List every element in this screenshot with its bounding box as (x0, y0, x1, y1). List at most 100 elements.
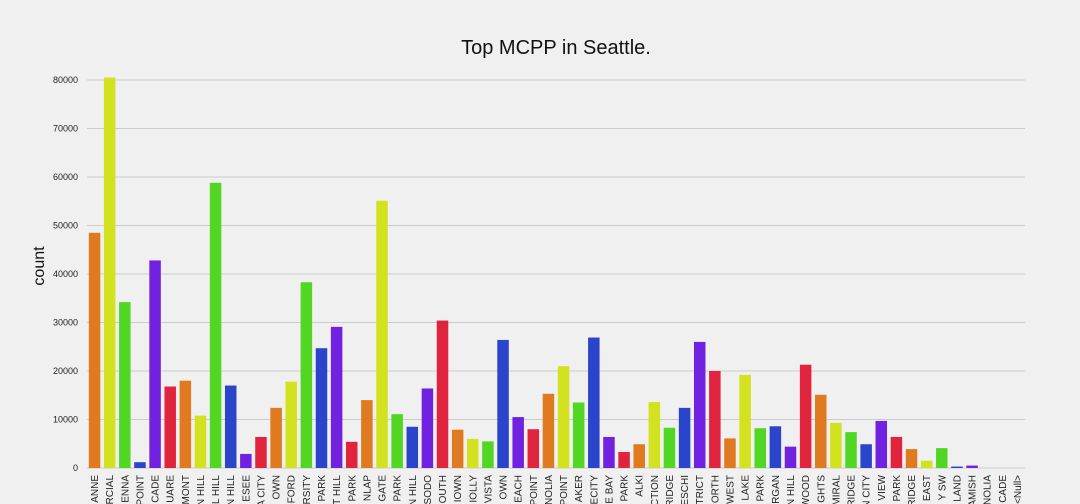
bar (633, 444, 645, 468)
x-tick-label: VIEW (877, 474, 888, 500)
y-axis-label: count (31, 246, 48, 286)
bar (240, 453, 252, 468)
bar (815, 394, 827, 468)
bar (799, 364, 812, 468)
x-tick-label: PARK (756, 475, 767, 502)
x-tick-label: ORTH (710, 475, 721, 503)
x-tick-label: WEST (725, 475, 736, 504)
x-tick-label: RIDGE (907, 475, 918, 504)
x-tick-label: RIDGE (847, 475, 858, 504)
bar (588, 337, 600, 468)
x-tick-label: LAKE (741, 475, 752, 501)
x-tick-label: POINT (559, 475, 570, 504)
bar (890, 436, 903, 468)
bar (557, 366, 570, 468)
bar (936, 448, 948, 468)
bar (603, 436, 615, 468)
x-tick-label: FORD (287, 475, 298, 503)
x-tick-label: RSITY (302, 475, 313, 504)
bar (134, 462, 146, 468)
x-tick-label: RGAN (771, 475, 782, 504)
x-tick-label: ESCHI (680, 475, 691, 504)
x-tick-label: IOWN (453, 475, 464, 502)
bar (830, 422, 842, 468)
bar (966, 465, 978, 468)
x-tick-label: GATE (378, 475, 389, 502)
bar (845, 432, 857, 468)
x-tick-label: AKER (574, 475, 585, 502)
bars (88, 77, 978, 468)
bar (951, 466, 963, 468)
x-tick-label: LAND (952, 475, 963, 502)
x-tick-label: CTION (650, 475, 661, 504)
x-tick-label: Y SW (937, 474, 948, 500)
bar (709, 371, 721, 468)
x-tick-label: CADE (151, 475, 162, 503)
bar (467, 438, 479, 468)
bar (391, 414, 403, 468)
x-tick-label: IOLLY (468, 475, 479, 503)
bar (678, 407, 691, 468)
bar (330, 326, 343, 468)
x-tick-label: UARE (166, 475, 177, 503)
bar (164, 386, 176, 468)
x-tick-label: ECITY (589, 475, 600, 504)
x-tick-label: ENNA (120, 475, 131, 503)
x-tick-label: ANNE (90, 475, 101, 503)
bar (724, 438, 736, 468)
x-tick-label: N HILL (786, 475, 797, 504)
x-tick-label: NOLIA (544, 475, 555, 504)
bar (149, 260, 161, 468)
x-tick-label: EAST (922, 475, 933, 501)
bar (270, 407, 282, 468)
grid-lines (87, 79, 1025, 469)
x-tick-label: A CITY (256, 475, 267, 504)
bar (905, 449, 918, 468)
bar (179, 380, 192, 468)
bar (875, 420, 888, 468)
x-tick-label: WOOD (801, 475, 812, 504)
x-tick-label: NLAP (362, 475, 373, 501)
bar (739, 374, 751, 468)
bar (255, 436, 267, 468)
bar (769, 426, 782, 468)
x-tick-label: N HILL (226, 475, 237, 504)
chart-title: Top MCPP in Seattle. (461, 37, 651, 59)
bar (209, 182, 222, 468)
bar (784, 446, 797, 468)
x-tick-label: N CITY (862, 475, 873, 504)
bar (663, 427, 676, 468)
bar (648, 402, 661, 468)
bar (527, 429, 540, 468)
bar (406, 426, 419, 468)
y-tick-label: 70000 (53, 124, 78, 134)
x-tick-label: ALKI (635, 475, 646, 497)
x-tick-label: MONT (181, 475, 192, 504)
x-tick-label: T HILL (332, 475, 343, 504)
x-tick-label: L HILL (211, 475, 222, 504)
y-tick-label: 0 (73, 463, 78, 473)
bar (754, 428, 766, 468)
bar (361, 400, 373, 468)
x-tick-label: MIRAL (831, 475, 842, 504)
x-tick-label: <Null> (1013, 475, 1024, 504)
x-tick-label: PARK (620, 475, 631, 502)
y-tick-label: 50000 (53, 221, 78, 231)
bar (482, 441, 494, 468)
bar (920, 460, 933, 468)
bar (376, 200, 388, 468)
bar (693, 341, 706, 468)
x-tick-label: ESEE (241, 475, 252, 502)
x-tick-label: STRICT (695, 475, 706, 504)
bar (119, 302, 131, 468)
bar (618, 451, 630, 468)
bar (315, 348, 328, 468)
x-tick-label: OUTH (438, 475, 449, 503)
x-tick-label: VISTA (483, 475, 494, 503)
bar (88, 232, 101, 468)
y-tick-label: 80000 (53, 75, 78, 85)
x-tick-label: E BAY (604, 475, 615, 504)
x-tick-label: OWN (272, 475, 283, 499)
bar (300, 282, 313, 468)
